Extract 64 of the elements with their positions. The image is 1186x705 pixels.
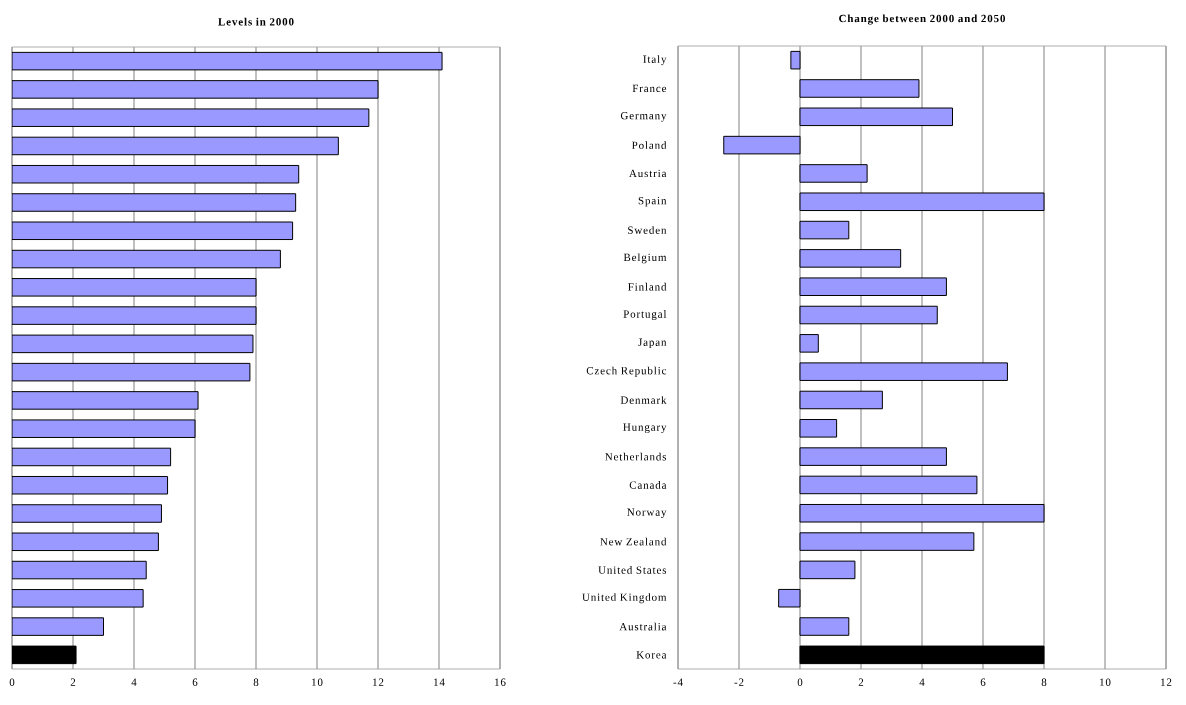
y-tick-label: Sweden: [628, 226, 667, 234]
bar: [799, 475, 978, 495]
bar: [799, 419, 838, 438]
bar: [799, 192, 1045, 212]
x-tick-label: 14: [434, 678, 445, 686]
x-tick-label: 12: [373, 678, 384, 686]
bar: [799, 617, 850, 636]
y-tick-label: Australia: [619, 622, 667, 631]
x-tick-label: 8: [1041, 678, 1047, 686]
bar: [778, 588, 801, 608]
y-tick-label: Netherlands: [605, 452, 667, 461]
y-tick-label: Norway: [627, 508, 667, 519]
x-tick-label: -4: [673, 678, 683, 686]
bar: [799, 334, 819, 353]
x-tick-label: 8: [253, 678, 259, 686]
x-tick-label: -2: [734, 678, 744, 686]
y-tick-label: France: [632, 84, 667, 93]
bar: [799, 447, 947, 466]
y-tick-label: Spain: [638, 196, 667, 207]
y-tick-label: Austria: [629, 169, 667, 178]
bar: [799, 107, 954, 127]
bar: [799, 164, 868, 183]
bar: [799, 305, 938, 325]
y-tick-label: Denmark: [620, 396, 667, 404]
chart-title: Levels in 2000: [218, 17, 294, 26]
x-tick-label: 2: [70, 678, 76, 686]
x-tick-label: 6: [192, 678, 198, 686]
x-tick-label: 0: [9, 678, 15, 686]
x-tick-label: 2: [858, 678, 864, 686]
bar: [799, 249, 902, 268]
x-tick-label: 0: [797, 678, 803, 686]
y-tick-label: United States: [598, 566, 667, 574]
y-tick-label: United Kingdom: [582, 593, 667, 604]
bar: [799, 390, 883, 410]
y-tick-label: Poland: [631, 141, 667, 149]
bar: [799, 220, 850, 240]
bar: [799, 645, 1045, 665]
chart-title: Change between 2000 and 2050: [839, 14, 1006, 25]
y-tick-label: Germany: [620, 111, 667, 122]
bar: [723, 135, 801, 155]
x-tick-label: 12: [1161, 678, 1172, 686]
y-tick-label: Hungary: [623, 423, 667, 434]
x-tick-label: 10: [312, 678, 323, 686]
y-tick-label: Finland: [628, 282, 667, 291]
x-tick-label: 10: [1100, 678, 1111, 686]
bar: [799, 79, 920, 98]
y-tick-label: Czech Republic: [586, 366, 667, 377]
y-tick-label: Belgium: [623, 253, 667, 264]
bar: [799, 532, 975, 551]
bar: [799, 560, 856, 580]
y-tick-label: Korea: [636, 651, 667, 659]
y-tick-label: New Zealand: [600, 537, 667, 546]
x-tick-label: 16: [495, 678, 506, 686]
bar: [799, 277, 947, 296]
y-tick-label: Japan: [638, 338, 667, 349]
bar: [799, 362, 1008, 381]
x-tick-label: 6: [980, 678, 986, 686]
x-tick-label: 4: [131, 678, 137, 686]
y-tick-label: Italy: [643, 55, 667, 66]
bar: [799, 503, 1045, 523]
y-tick-label: Portugal: [623, 310, 667, 321]
bar: [790, 50, 801, 70]
x-tick-label: 4: [919, 678, 925, 686]
y-tick-label: Canada: [629, 481, 667, 489]
